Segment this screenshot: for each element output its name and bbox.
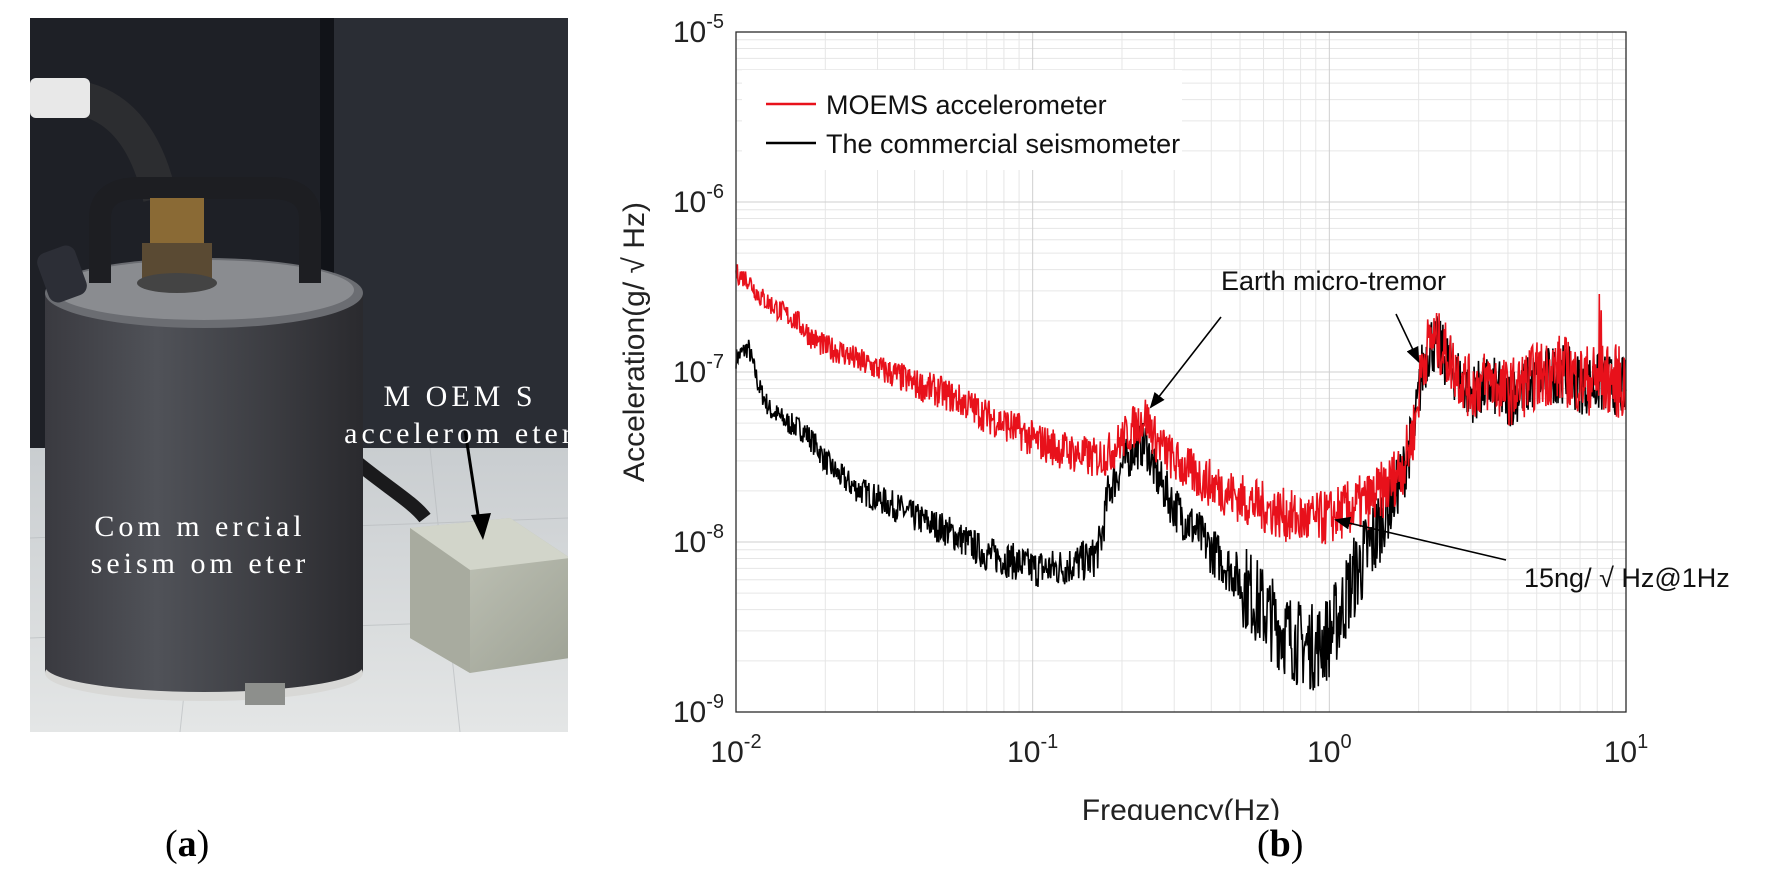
y-tick-label: 10-6 [673,181,724,219]
y-tick-label: 10-9 [673,691,724,729]
x-axis-label: Frequency(Hz) [1082,794,1280,820]
seismometer-photo [30,18,568,732]
panel-a-caption: (a) [165,823,210,865]
panel-a-letter: a [177,823,197,865]
x-tick-label: 10-1 [1007,731,1058,769]
panel-b-caption: (b) [1257,823,1304,865]
arrow-to-high-peak [1395,313,1420,364]
y-tick-label: 10-8 [673,521,724,559]
x-tick-label: 100 [1307,731,1352,769]
y-axis-label: Acceleration(g/ √ Hz) [620,202,651,482]
axes-box [735,31,1627,713]
legend-label: The commercial seismometer [826,129,1180,159]
panel-b-letter: b [1269,823,1291,865]
x-tick-label: 10-2 [710,731,761,769]
moems-accelerometer-label: M OEM S accelerom eter [344,380,568,450]
photo-panel: M OEM S accelerom eter Com m ercial seis… [30,18,568,732]
commercial-seismometer-label: Com m ercial seism om eter [90,510,310,580]
arrow-to-low-peak [1149,316,1222,409]
legend-label: MOEMS accelerometer [826,90,1107,120]
legend: MOEMS accelerometer The commercial seismo… [742,70,1182,170]
psd-chart: 10-2 10-1 100 101 10-9 10-8 10-7 10-6 10-5 Freque… [618,11,1730,827]
chart-panel: 10-2 10-1 100 101 10-9 10-8 10-7 10-6 10-5 Freque… [618,0,1780,827]
y-tick-label: 10-7 [673,351,724,389]
annotation-earth-micro-tremor: Earth micro-tremor [1221,266,1446,296]
series-line-moems [735,264,1627,545]
x-tick-label: 101 [1604,731,1649,769]
legend-box [742,70,1182,170]
annotation-noise-floor: 15ng/ √ Hz@1Hz [1524,563,1730,593]
arrow-to-noise-floor [1334,516,1507,561]
y-tick-label: 10-5 [673,11,724,49]
